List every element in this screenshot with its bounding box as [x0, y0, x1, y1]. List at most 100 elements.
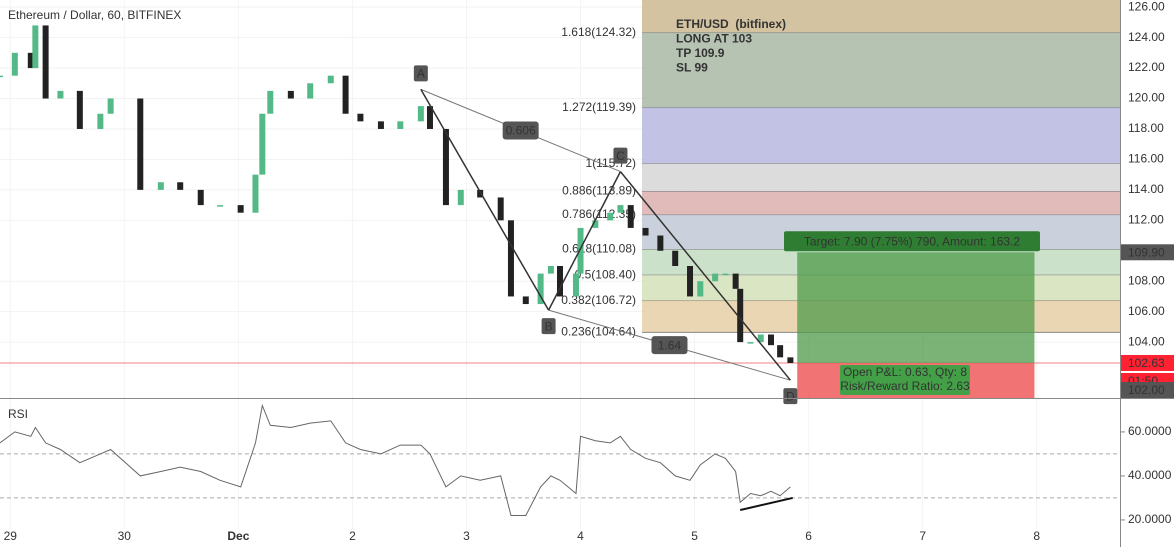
candle — [457, 189, 464, 206]
candle — [642, 227, 649, 236]
candle — [497, 197, 504, 221]
fib-label: 0.5(108.40) — [575, 267, 636, 281]
candle — [137, 98, 144, 190]
candle — [327, 75, 334, 84]
fib-zone — [642, 0, 1120, 33]
profit-zone — [797, 252, 1035, 363]
candle — [426, 106, 433, 129]
note-line: LONG AT 103 — [676, 32, 752, 46]
y-tick-label: 112.00 — [1128, 212, 1164, 226]
y-tick-label: 104.00 — [1128, 334, 1165, 348]
candle — [27, 52, 34, 69]
x-tick-label: 5 — [691, 529, 698, 543]
pnl-label: Open P&L: 0.63, Qty: 8 — [843, 365, 967, 379]
candle — [259, 113, 266, 175]
y-tick-label: 106.00 — [1128, 304, 1165, 318]
rsi-title: RSI — [8, 407, 28, 421]
candle — [657, 235, 664, 251]
candle — [107, 98, 114, 114]
last-price-bg — [1121, 354, 1174, 371]
candle — [442, 128, 449, 206]
ratio-badge — [651, 336, 688, 355]
y-tick-label: 126.00 — [1128, 0, 1165, 13]
pattern-leg — [420, 88, 550, 311]
candle — [157, 182, 164, 190]
fib-zone — [642, 32, 1120, 108]
fib-zone — [642, 107, 1120, 164]
crosshair-label: 102.00 — [1128, 383, 1165, 397]
point-badge — [413, 65, 428, 82]
rr-label: Risk/Reward Ratio: 2.63 — [840, 379, 970, 393]
price-pane: 1.618(124.32)1.272(119.39)1(115.72)0.886… — [0, 0, 1120, 529]
candle — [342, 75, 349, 114]
candle — [76, 90, 83, 129]
candle — [787, 357, 794, 363]
candle — [287, 90, 294, 99]
x-tick-label: 8 — [1033, 529, 1040, 543]
target-price-bg — [1121, 244, 1174, 261]
candle — [397, 121, 404, 129]
candle — [267, 90, 274, 114]
candle — [417, 106, 424, 122]
rsi-divergence — [739, 496, 793, 512]
candle — [712, 273, 719, 282]
candle — [557, 265, 563, 297]
y-tick-label: 114.00 — [1128, 182, 1164, 196]
candle — [477, 189, 484, 198]
point-badge — [783, 388, 798, 405]
candle — [32, 25, 39, 69]
candle — [592, 220, 599, 228]
fib-label: 0.886(113.89) — [562, 184, 636, 198]
pattern-leg — [547, 171, 622, 311]
fib-label: 0.382(106.72) — [561, 293, 636, 307]
x-tick-label: 30 — [118, 529, 132, 543]
candle — [672, 250, 679, 266]
candle — [732, 273, 739, 289]
candle — [722, 273, 729, 276]
x-tick-label: 3 — [463, 529, 470, 543]
x-tick-label: 6 — [805, 529, 812, 543]
candle — [237, 205, 244, 213]
fib-label: 0.618(110.08) — [562, 242, 636, 256]
rsi-line — [0, 403, 791, 516]
target-label: Target: 7.90 (7.75%) 790, Amount: 163.2 — [804, 234, 1020, 248]
x-tick-label: 29 — [4, 529, 18, 543]
candle — [377, 121, 384, 129]
candle — [697, 281, 704, 297]
target-badge — [784, 231, 1040, 252]
candle — [307, 83, 314, 99]
x-tick-label: 4 — [577, 529, 584, 543]
candle — [11, 52, 18, 76]
candle — [197, 189, 204, 206]
fib-label: 0.236(104.64) — [561, 325, 636, 339]
candle — [537, 273, 544, 305]
candle — [747, 342, 754, 344]
fib-zone — [642, 163, 1120, 192]
candle — [97, 113, 104, 129]
note-line: SL 99 — [676, 61, 708, 75]
ratio-label: 1.64 — [658, 338, 682, 352]
candle — [252, 174, 259, 213]
candle — [0, 75, 3, 78]
candle — [757, 334, 764, 343]
y-tick-label: 124.00 — [1128, 30, 1165, 44]
candle — [777, 345, 784, 358]
note-line: ETH/USD (bitfinex) — [676, 17, 786, 31]
rsi-tick-label: 20.0000 — [1128, 512, 1172, 526]
y-tick-label: 122.00 — [1128, 60, 1165, 74]
point-label: B — [545, 319, 553, 333]
candle — [737, 288, 744, 343]
y-tick-label: 108.00 — [1128, 273, 1165, 287]
target-price: 109.90 — [1128, 245, 1165, 259]
candle — [547, 265, 554, 274]
point-label: A — [417, 67, 425, 81]
fib-label: 1.272(119.39) — [562, 100, 636, 114]
x-tick-label: Dec — [227, 529, 249, 543]
fib-zone — [642, 191, 1120, 215]
note-line: TP 109.9 — [676, 46, 725, 60]
candle — [42, 25, 49, 99]
rsi-tick-label: 40.0000 — [1128, 468, 1172, 482]
fib-label: 1.618(124.32) — [561, 25, 636, 39]
candle — [357, 113, 364, 122]
